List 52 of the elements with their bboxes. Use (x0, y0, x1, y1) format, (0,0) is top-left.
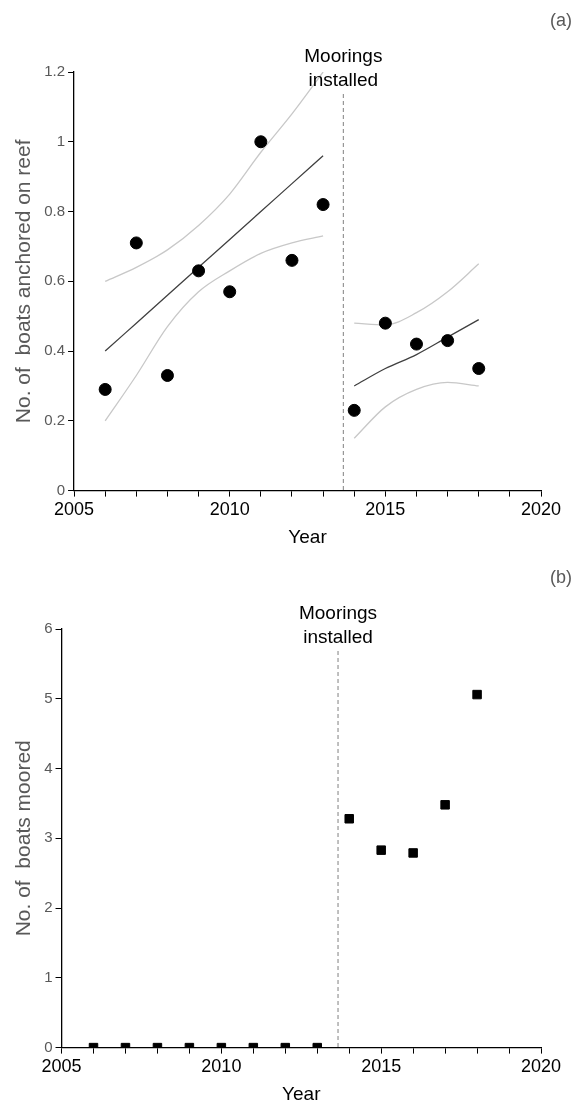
y-tick-label: 1.2 (44, 62, 66, 80)
x-axis-title: Year (282, 1082, 322, 1104)
y-tick-label: 0.2 (44, 410, 66, 428)
point (223, 285, 237, 299)
y-tick-label: 0 (44, 1037, 53, 1055)
y-tick-label: 0.4 (44, 341, 66, 359)
y-tick-label: 1 (44, 967, 53, 985)
x-tick-label: 2010 (201, 1056, 242, 1077)
y-tick-label: 1 (56, 131, 66, 149)
y-axis-title: No. of boats moored (11, 740, 35, 937)
line-series (353, 319, 480, 387)
y-tick-label: 3 (44, 828, 53, 846)
point (129, 236, 143, 250)
x-tick-label: 2020 (520, 1056, 562, 1077)
y-tick-label: 5 (44, 688, 53, 706)
point (192, 264, 206, 278)
x-tick-label: 2015 (365, 499, 406, 520)
point (98, 382, 112, 396)
point (409, 337, 423, 351)
y-tick-label: 0.8 (44, 201, 66, 219)
point (376, 845, 386, 855)
line-series (353, 381, 480, 439)
y-tick-label: 4 (44, 758, 53, 776)
point (285, 253, 299, 267)
x-tick-label: 2005 (41, 1056, 82, 1077)
y-tick-label: 0 (56, 480, 66, 498)
text: (b) (550, 566, 572, 587)
point (160, 368, 174, 382)
x-tick-label: 2005 (54, 499, 95, 520)
point (441, 334, 455, 348)
point (344, 814, 354, 824)
ref-line-label: Moorings installed (298, 602, 378, 647)
point (254, 135, 268, 149)
y-axis-title: No. of boats anchored on reef (11, 139, 35, 424)
y-tick-label: 2 (44, 898, 53, 916)
point (347, 403, 361, 417)
x-tick-label: 2015 (361, 1056, 402, 1077)
point (440, 800, 450, 810)
line-series (104, 235, 324, 422)
x-tick-label: 2010 (209, 499, 250, 520)
ref-line-label: Moorings installed (304, 45, 383, 90)
y-tick-label: 0.6 (44, 271, 66, 289)
text: (a) (550, 9, 572, 30)
y-tick-label: 6 (44, 619, 53, 637)
point (472, 689, 482, 700)
point (408, 848, 418, 858)
point (378, 316, 392, 330)
x-tick-label: 2020 (520, 499, 562, 520)
point (316, 198, 330, 212)
x-axis-title: Year (288, 525, 328, 547)
line-series (104, 155, 324, 352)
point (472, 362, 486, 376)
